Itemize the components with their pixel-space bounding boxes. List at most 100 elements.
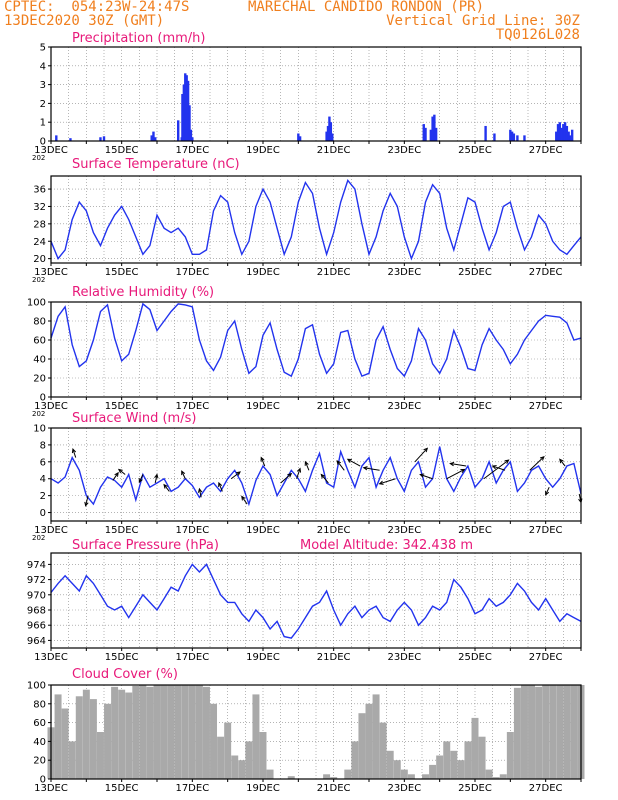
x-tick-label: 25DEC xyxy=(458,401,492,412)
x-tick-label: 25DEC xyxy=(458,525,492,536)
cloud-cover-bar xyxy=(528,685,536,779)
precipitation-bar xyxy=(329,122,333,141)
wind-arrow xyxy=(336,460,345,471)
y-tick-label: 0 xyxy=(40,393,46,404)
cloud-cover-bar xyxy=(330,777,338,779)
chart-title: Cloud Cover (%) xyxy=(72,667,178,682)
wind-arrow-head xyxy=(539,455,545,461)
y-tick-label: 970 xyxy=(27,590,46,601)
cloud-cover-bar xyxy=(570,685,578,779)
y-tick-label: 1 xyxy=(40,118,46,129)
wind-arrow xyxy=(559,458,566,467)
precipitation-bar xyxy=(181,94,184,141)
precipitation-bar xyxy=(325,131,328,141)
precipitation-bar xyxy=(99,137,102,141)
x-tick-label: 17DEC xyxy=(175,652,209,663)
wind-arrow xyxy=(304,461,310,471)
precipitation-bar xyxy=(328,116,331,141)
wind-arrow-head xyxy=(320,473,326,479)
station-coordinates: CPTEC: 054:23W-24:47S xyxy=(4,0,190,15)
y-tick-label: 10 xyxy=(33,424,46,435)
wind-arrow-head xyxy=(138,478,143,484)
forecast-date: 13DEC2020 30Z (GMT) xyxy=(4,13,165,29)
wind-arrow-head xyxy=(304,460,309,466)
cloud-cover-bar xyxy=(167,685,175,779)
x-tick-label: 27DEC xyxy=(529,652,563,663)
cloud-cover-bar xyxy=(139,685,147,779)
precipitation-bar xyxy=(55,135,58,141)
cloud-cover-bar xyxy=(89,699,97,779)
x-tick-label: 27DEC xyxy=(529,401,563,412)
year-stub-label: 202 xyxy=(32,410,45,418)
chart-title: Precipitation (mm/h) xyxy=(72,31,205,46)
panel-frame xyxy=(50,427,582,522)
chart-title: Surface Temperature (nC) xyxy=(72,157,240,172)
x-tick-label: 19DEC xyxy=(246,145,280,156)
cloud-cover-bar xyxy=(422,774,430,779)
wind-arrow-head xyxy=(491,465,497,470)
precipitation-bar xyxy=(177,120,180,141)
precipitation-bar xyxy=(150,135,153,141)
wind-arrow xyxy=(72,448,77,458)
cloud-cover-bar xyxy=(231,755,239,779)
cloud-cover-bar xyxy=(499,774,507,779)
y-tick-label: 60 xyxy=(33,336,46,347)
precipitation-bar xyxy=(493,133,496,141)
precipitation-bar xyxy=(69,138,72,141)
y-tick-label: 6 xyxy=(40,457,46,468)
x-tick-label: 19DEC xyxy=(246,525,280,536)
x-tick-label: 13DEC xyxy=(34,525,68,536)
cloud-cover-bar xyxy=(549,685,557,779)
y-tick-label: 2 xyxy=(40,491,46,502)
wind-arrow-head xyxy=(181,470,186,476)
cloud-cover-bar xyxy=(217,736,225,779)
x-tick-label: 23DEC xyxy=(387,267,421,278)
cloud-cover-bar xyxy=(224,722,232,779)
cloud-cover-bar xyxy=(407,774,415,779)
chart-panel-3: 0 20 40 60 80 100 13DEC 15DEC 17DEC 19DEC 21DEC 23D… xyxy=(27,285,582,418)
y-tick-label: 966 xyxy=(27,621,46,632)
cloud-cover-bar xyxy=(174,685,182,779)
cloud-cover-bar xyxy=(358,713,366,779)
y-tick-label: 40 xyxy=(33,355,46,366)
wind-arrow xyxy=(241,496,248,505)
precipitation-bar xyxy=(565,125,569,141)
cloud-cover-bar xyxy=(252,694,260,779)
y-tick-label: 36 xyxy=(33,185,46,196)
precipitation-bar xyxy=(184,73,187,141)
precipitation-bar xyxy=(154,137,157,141)
wind-arrow xyxy=(163,484,170,492)
precipitation-bar xyxy=(298,136,302,141)
x-tick-label: 15DEC xyxy=(105,525,139,536)
precipitation-bar xyxy=(556,124,560,141)
cloud-cover-bar xyxy=(386,750,394,779)
wind-arrow-head xyxy=(362,466,368,471)
wind-arrow-head xyxy=(197,487,203,493)
y-tick-label: 0 xyxy=(40,508,46,519)
y-tick-label: 2 xyxy=(40,99,46,110)
x-tick-label: 13DEC xyxy=(34,401,68,412)
wind-arrow-head xyxy=(260,456,265,462)
wind-arrow-head xyxy=(218,481,223,487)
chart-title: Surface Pressure (hPa) xyxy=(72,538,219,553)
wind-arrow xyxy=(280,473,292,484)
wind-arrow-head xyxy=(545,490,550,496)
wind-arrow xyxy=(118,469,126,475)
precipitation-bar xyxy=(433,114,436,141)
x-tick-label: 13DEC xyxy=(34,783,68,794)
wind-arrow xyxy=(420,474,433,480)
y-tick-label: 968 xyxy=(27,606,46,617)
x-tick-label: 17DEC xyxy=(175,783,209,794)
cloud-cover-bar xyxy=(429,764,437,779)
wind-arrow-head xyxy=(114,471,119,477)
cloud-cover-bar xyxy=(188,685,196,779)
wind-arrow xyxy=(347,458,361,467)
y-tick-label: 0 xyxy=(40,775,46,786)
wind-arrow-head xyxy=(504,459,510,464)
wind-arrow-head xyxy=(71,448,77,454)
wind-arrow xyxy=(320,474,329,484)
x-tick-label: 27DEC xyxy=(529,267,563,278)
x-tick-label: 21DEC xyxy=(317,401,351,412)
panel-frame xyxy=(50,301,582,398)
